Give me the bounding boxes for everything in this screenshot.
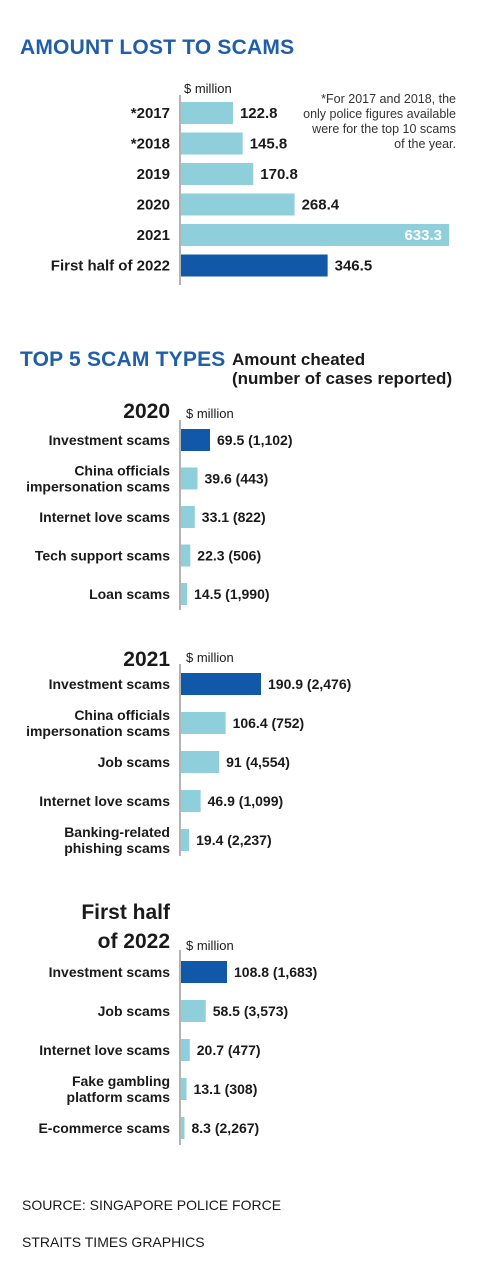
value-label: 58.5 (3,573) <box>213 1003 289 1019</box>
bar-china-officials-impersonation-scams <box>181 712 226 734</box>
bar-2020 <box>181 193 295 216</box>
bar-internet-love-scams <box>181 506 195 528</box>
scam-types-2021-chart: Investment scams 190.9 (2,476) China offic… <box>26 664 351 856</box>
value-label: 39.6 (443) <box>205 471 269 487</box>
value-label: 69.5 (1,102) <box>217 432 293 448</box>
footnote: *For 2017 and 2018, the only police figu… <box>303 92 456 151</box>
category-label: Investment scams <box>49 432 171 448</box>
category-label: Tech support scams <box>35 548 170 564</box>
category-label: Internet love scams <box>39 1042 170 1058</box>
bar-fake-gambling-platform-scams <box>181 1078 187 1100</box>
unit-label-total: $ million <box>184 81 232 96</box>
category-label: Internet love scams <box>39 793 170 809</box>
total-losses-chart: *2017 122.8 *2018 145.8 2019 170.8 2020 268.4 20… <box>51 95 449 285</box>
category-label: *2017 <box>131 105 170 122</box>
value-label: 46.9 (1,099) <box>208 793 284 809</box>
bar-internet-love-scams <box>181 1039 190 1061</box>
bar-investment-scams <box>181 429 210 451</box>
value-label: 91 (4,554) <box>226 754 290 770</box>
group-title-2020: 2020 <box>123 400 170 423</box>
bar-investment-scams <box>181 961 227 983</box>
value-label: 33.1 (822) <box>202 509 266 525</box>
value-label: 108.8 (1,683) <box>234 964 317 980</box>
bar-investment-scams <box>181 673 261 695</box>
value-label: 106.4 (752) <box>233 715 305 731</box>
chart-title: AMOUNT LOST TO SCAMS <box>20 36 295 59</box>
value-label: 346.5 <box>335 258 373 275</box>
unit-label-2022: $ million <box>186 938 234 953</box>
group-title-2021: 2021 <box>123 648 170 671</box>
category-label: 2019 <box>137 166 170 183</box>
category-label: Fake gambling platform scams <box>67 1073 171 1105</box>
scam-types-2022-chart: Investment scams 108.8 (1,683) Job scams 58… <box>38 950 317 1145</box>
source-note: SOURCE: SINGAPORE POLICE FORCE <box>22 1197 282 1213</box>
category-label: Job scams <box>98 1003 171 1019</box>
category-label: Investment scams <box>49 964 171 980</box>
value-label: 170.8 <box>260 166 298 183</box>
bar-banking-related-phishing-scams <box>181 829 190 851</box>
bar-job-scams <box>181 1000 206 1022</box>
section-title-top5: TOP 5 SCAM TYPES <box>20 348 226 371</box>
credit-note: STRAITS TIMES GRAPHICS <box>22 1234 205 1250</box>
group-title-2022-line2: of 2022 <box>97 930 170 953</box>
bar-2021 <box>181 224 449 246</box>
category-label: China officials impersonation scams <box>26 707 170 739</box>
category-label: Job scams <box>98 754 171 770</box>
unit-label-2021: $ million <box>186 650 234 665</box>
category-label: China officials impersonation scams <box>26 463 170 495</box>
value-label: 145.8 <box>250 136 288 153</box>
bar-tech-support-scams <box>181 544 191 567</box>
value-label: 13.1 (308) <box>194 1081 258 1097</box>
scam-types-2020-chart: Investment scams 69.5 (1,102) China offici… <box>26 420 293 610</box>
value-label: 633.3 <box>404 227 442 244</box>
group-title-2022-line1: First half <box>81 901 170 924</box>
category-label: Internet love scams <box>39 509 170 525</box>
bar-loan-scams <box>181 583 188 605</box>
value-label: 8.3 (2,267) <box>192 1120 260 1136</box>
value-label: 19.4 (2,237) <box>196 832 272 848</box>
value-label: 190.9 (2,476) <box>268 676 351 692</box>
value-label: 268.4 <box>302 197 340 214</box>
bar-2017 <box>181 102 233 124</box>
category-label: 2021 <box>137 227 170 244</box>
value-label: 22.3 (506) <box>197 548 261 564</box>
bar-internet-love-scams <box>181 790 201 812</box>
value-label: 20.7 (477) <box>197 1042 261 1058</box>
unit-label-2020: $ million <box>186 406 234 421</box>
section-subtitle-2: (number of cases reported) <box>232 369 453 388</box>
bar-job-scams <box>181 751 220 773</box>
category-label: Investment scams <box>49 676 171 692</box>
section-subtitle-1: Amount cheated <box>232 350 366 369</box>
category-label: Banking-related phishing scams <box>64 824 170 856</box>
bar-first-half-of-2022 <box>181 254 328 277</box>
category-label: *2018 <box>131 136 170 153</box>
category-label: E-commerce scams <box>38 1120 170 1136</box>
bar-2019 <box>181 163 254 185</box>
category-label: Loan scams <box>89 586 170 602</box>
bar-china-officials-impersonation-scams <box>181 467 198 490</box>
bar-2018 <box>181 132 243 155</box>
category-label: First half of 2022 <box>51 258 170 275</box>
value-label: 14.5 (1,990) <box>194 586 270 602</box>
value-label: 122.8 <box>240 105 278 122</box>
category-label: 2020 <box>137 197 170 214</box>
bar-e-commerce-scams <box>181 1117 185 1139</box>
